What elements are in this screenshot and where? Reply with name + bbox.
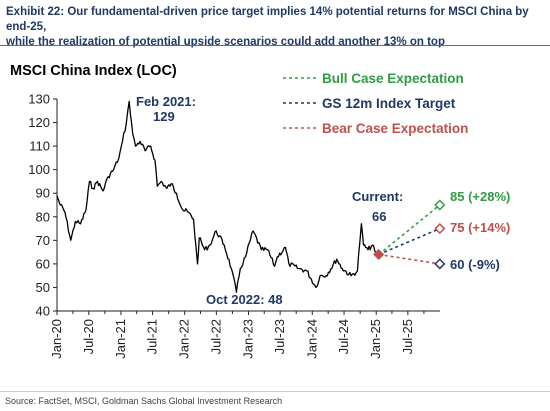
x-tick-label: Jan-24: [304, 319, 319, 359]
x-tick-label: Jul-24: [336, 319, 351, 354]
y-tick-label: 120: [28, 115, 50, 130]
chart-legend: Bull Case Expectation GS 12m Index Targe…: [283, 71, 468, 136]
target-line: [378, 227, 441, 256]
x-tick-label: Jul-20: [81, 319, 96, 354]
end-label-bull: 85 (+28%): [450, 189, 510, 204]
y-tick-label: 90: [36, 186, 50, 201]
target-end-marker: [434, 222, 446, 235]
chart-title: MSCI China Index (LOC): [10, 63, 177, 79]
y-tick-label: 60: [36, 256, 50, 271]
y-tick-label: 70: [36, 233, 50, 248]
annotation-current-label: Current:: [352, 189, 403, 204]
bear-end-marker: [434, 258, 446, 270]
end-label-target: 75 (+14%): [450, 220, 510, 235]
chart-axes: 40 50 60 70 80 90 100 110 120 130 Jan-20 Jul-20 Jan-…: [28, 92, 440, 359]
bear-case-line: [378, 253, 440, 265]
x-tick-label: Jul-25: [400, 319, 415, 354]
y-tick-label: 50: [36, 280, 50, 295]
msci-china-chart: MSCI China Index (LOC) 40 50 60 70 80 90 100 11…: [10, 63, 510, 359]
y-tick-label: 110: [29, 139, 50, 154]
annotation-peak-date: Feb 2021:: [136, 94, 196, 109]
annotation-peak-value: 129: [153, 109, 175, 124]
legend-label-bear: Bear Case Expectation: [322, 121, 468, 136]
caption-line-1: Exhibit 22: Our fundamental-driven price…: [6, 6, 529, 33]
x-tick-label: Jan-22: [177, 319, 192, 359]
chart-annotations: Feb 2021: 129 Oct 2022: 48 Current: 66: [136, 94, 403, 307]
y-tick-label: 80: [36, 209, 50, 224]
bull-end-marker: [434, 199, 446, 211]
x-tick-label: Jul-22: [208, 319, 223, 354]
caption-divider: [0, 45, 550, 46]
chart-markers: [373, 199, 446, 270]
footer-divider: [0, 391, 550, 392]
y-tick-label: 100: [28, 162, 50, 177]
x-tick-label: Jan-20: [49, 319, 64, 359]
source-note: Source: FactSet, MSCI, Goldman Sachs Glo…: [5, 396, 283, 406]
x-tick-label: Jan-21: [113, 319, 128, 359]
y-tick-label: 40: [36, 304, 50, 319]
x-tick-label: Jan-25: [368, 319, 383, 359]
annotation-current-value: 66: [372, 209, 386, 224]
bull-case-line: [378, 204, 441, 256]
x-tick-label: Jul-23: [272, 319, 287, 354]
current-start-marker: [373, 248, 385, 261]
y-tick-label: 130: [28, 92, 50, 107]
x-tick-label: Jul-21: [145, 319, 160, 354]
annotation-trough: Oct 2022: 48: [206, 292, 283, 307]
legend-label-bull: Bull Case Expectation: [322, 71, 464, 86]
x-tick-label: Jan-23: [241, 319, 256, 359]
end-label-bear: 60 (-9%): [450, 257, 500, 272]
index-series-line: [56, 100, 380, 293]
chart-lines: [56, 100, 441, 293]
legend-label-target: GS 12m Index Target: [322, 96, 456, 111]
